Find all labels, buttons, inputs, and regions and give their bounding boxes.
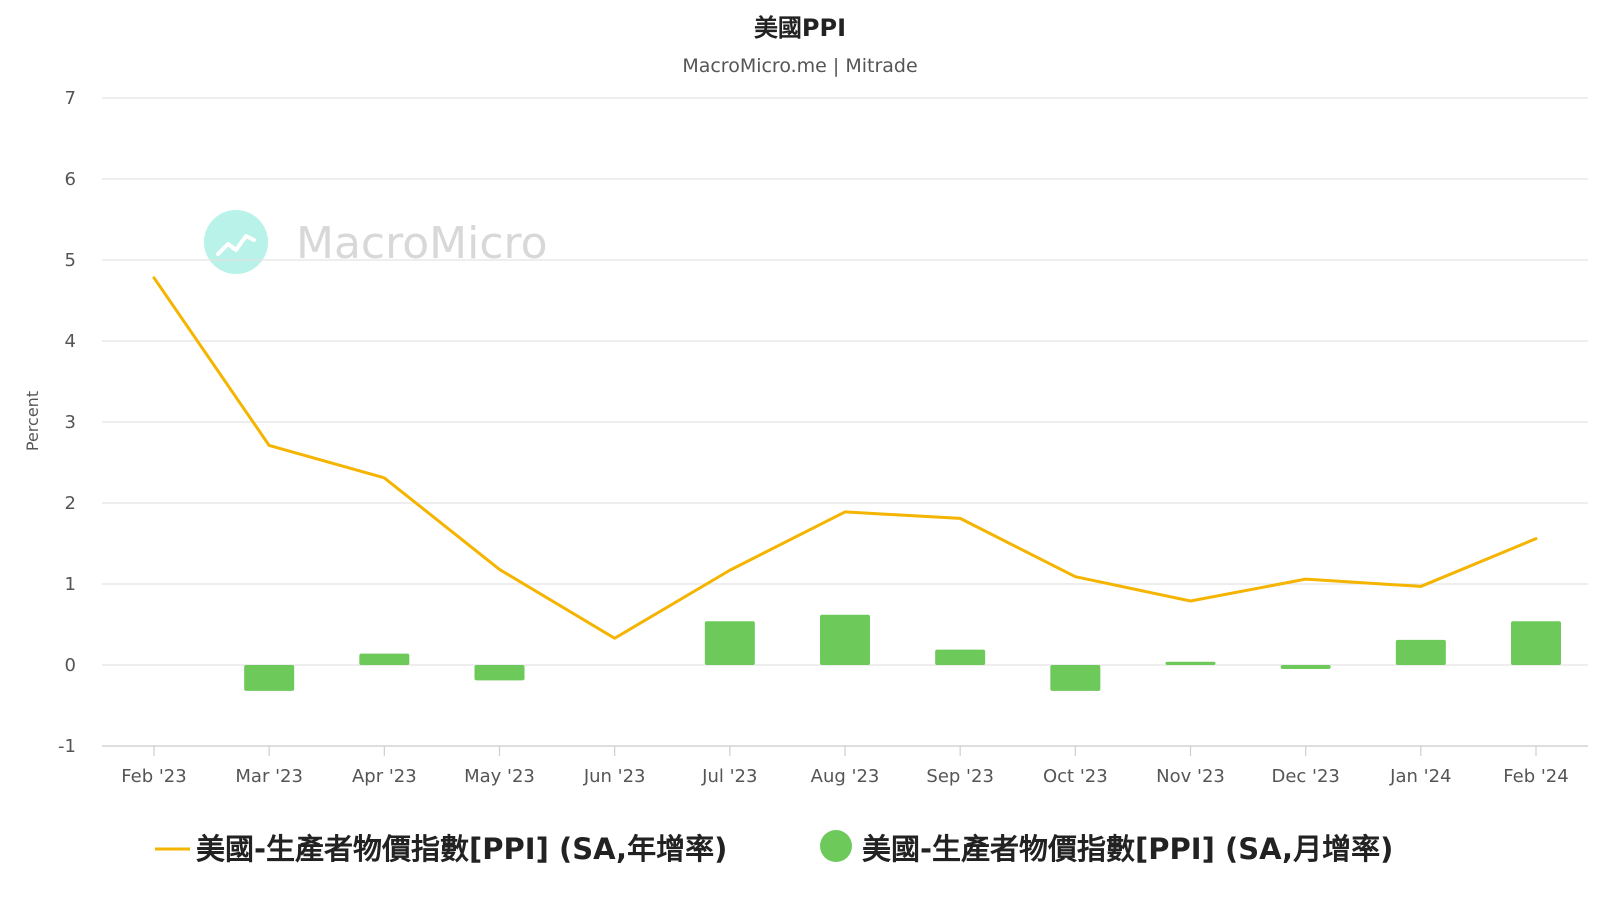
bar	[1280, 665, 1331, 670]
line-point	[1420, 585, 1422, 587]
bar	[1395, 639, 1446, 665]
line-point	[614, 637, 616, 639]
line-point	[1190, 600, 1191, 602]
x-tick-label: Jun '23	[583, 766, 646, 787]
y-tick-label: 3	[65, 412, 76, 433]
y-tick-label: 2	[65, 493, 76, 514]
bar	[1165, 661, 1216, 665]
line-point	[499, 568, 500, 570]
line-point	[268, 444, 270, 446]
line-point	[1074, 576, 1076, 578]
line-point	[153, 277, 155, 279]
y-axis-title: Percent	[23, 391, 42, 451]
x-tick-label: Aug '23	[811, 766, 880, 787]
line-point	[1535, 538, 1537, 540]
x-tick-label: Dec '23	[1271, 766, 1339, 787]
bar	[244, 665, 295, 691]
x-tick-label: Nov '23	[1156, 766, 1225, 787]
x-tick-label: Apr '23	[352, 766, 417, 787]
y-tick-label: 1	[65, 574, 76, 595]
y-tick-label: 0	[65, 655, 76, 676]
y-tick-label: 4	[65, 331, 76, 352]
x-tick-label: Mar '23	[235, 766, 303, 787]
legend[interactable]: 美國-生產者物價指數[PPI] (SA,年增率) 美國-生產者物價指數[PPI]…	[155, 830, 1393, 866]
line-point	[383, 477, 385, 479]
chart-title: 美國PPI	[754, 14, 846, 42]
line-point	[959, 517, 961, 519]
y-tick-label: 6	[65, 169, 76, 190]
x-tick-label: Jul '23	[701, 766, 757, 787]
bar	[359, 653, 410, 665]
y-tick-label: 5	[65, 250, 76, 271]
bar	[820, 614, 870, 665]
watermark: MacroMicro	[204, 210, 548, 274]
grid-lines	[102, 97, 1588, 747]
x-tick-label: Sep '23	[926, 766, 994, 787]
line-point	[1305, 578, 1307, 580]
x-tick-label: Oct '23	[1043, 766, 1108, 787]
chart-subtitle: MacroMicro.me | Mitrade	[682, 55, 917, 77]
legend-bar-swatch	[820, 830, 852, 862]
x-tick-label: Feb '23	[121, 766, 186, 787]
line-series	[152, 276, 1538, 640]
bar-series	[244, 614, 1561, 691]
bar	[935, 649, 986, 665]
x-axis: Feb '23 Mar '23 Apr '23 May '23 Jun '23 Jul '…	[102, 745, 1588, 787]
bar	[1050, 665, 1101, 691]
y-tick-label: 7	[65, 88, 76, 109]
line-point	[844, 511, 846, 513]
legend-item-line[interactable]: 美國-生產者物價指數[PPI] (SA,年增率)	[196, 832, 727, 866]
watermark-text: MacroMicro	[296, 218, 548, 269]
line-point	[729, 569, 731, 571]
bar	[704, 621, 755, 665]
y-axis: -1 0 1 2 3 4 5 6 7	[58, 88, 76, 757]
x-tick-label: Feb '24	[1503, 766, 1568, 787]
y-tick-label: -1	[58, 736, 76, 757]
bar	[474, 665, 525, 681]
x-tick-label: Jan '24	[1389, 766, 1451, 787]
bar	[1511, 621, 1561, 665]
x-tick-label: May '23	[464, 766, 535, 787]
legend-item-bar[interactable]: 美國-生產者物價指數[PPI] (SA,月增率)	[862, 832, 1393, 866]
